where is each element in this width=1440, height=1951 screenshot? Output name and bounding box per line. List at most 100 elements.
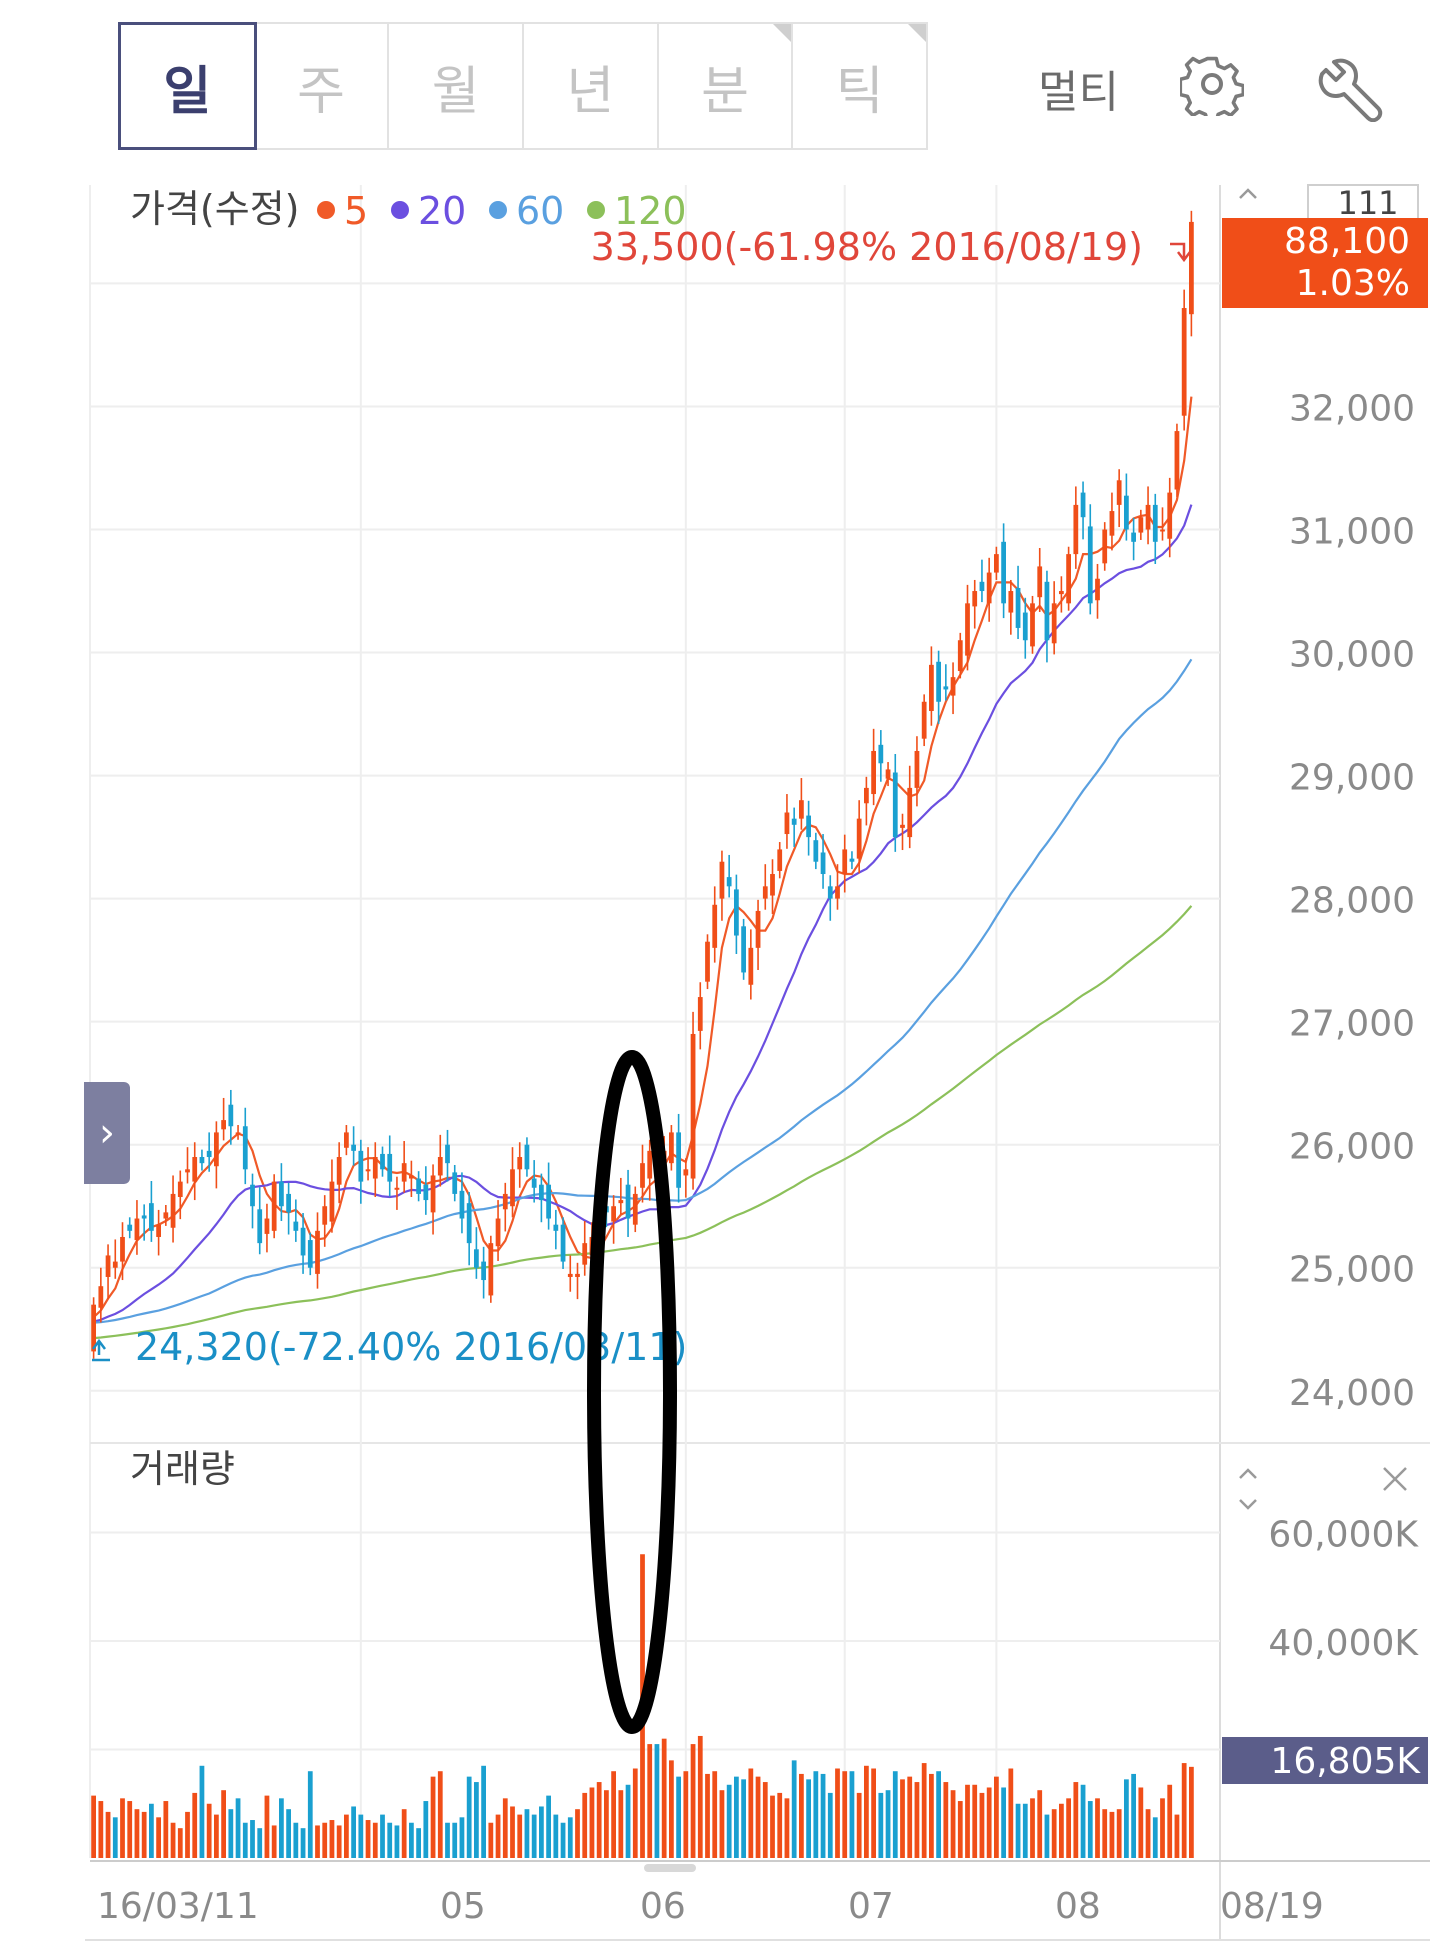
candle (120, 1222, 125, 1281)
candle (271, 1174, 277, 1239)
candle-body (1030, 603, 1035, 647)
candle-body (900, 824, 905, 828)
candle (741, 918, 746, 980)
candle (91, 1297, 96, 1359)
tab-label: 년 (566, 61, 615, 122)
volume-bar (481, 1765, 486, 1858)
multi-button[interactable]: 멀티 (1038, 67, 1119, 118)
tab-2[interactable]: 월 (389, 24, 525, 148)
volume-bar (777, 1792, 783, 1858)
candle (1015, 565, 1021, 640)
candle (1145, 486, 1151, 545)
volume-bar (1080, 1784, 1086, 1858)
tab-1[interactable]: 주 (255, 24, 390, 148)
volume-tick-label: 40,000K (1268, 1623, 1419, 1664)
tab-4[interactable]: 분 (659, 24, 794, 148)
candle (994, 546, 999, 580)
candle-body (1145, 504, 1151, 530)
candle-body (777, 849, 783, 871)
candle (921, 694, 927, 747)
candle (264, 1203, 270, 1253)
candle-body (120, 1236, 125, 1262)
legend-dot (587, 201, 605, 219)
candle (409, 1160, 414, 1197)
candle-body (553, 1224, 559, 1231)
legend-dot (489, 201, 507, 219)
candle (156, 1209, 161, 1256)
candle-body (690, 1033, 696, 1179)
candle (257, 1187, 263, 1255)
candle-body (380, 1153, 385, 1170)
volume-bar (1044, 1814, 1050, 1858)
volume-bar (315, 1825, 320, 1858)
candle-body (1080, 492, 1086, 518)
candle (329, 1159, 335, 1233)
candle-body (827, 886, 833, 899)
volume-bar (1131, 1773, 1136, 1858)
volume-bar (827, 1792, 833, 1858)
candle-body (1109, 511, 1115, 536)
volume-bar (344, 1814, 349, 1858)
volume-bar (177, 1828, 183, 1858)
volume-bar (250, 1820, 255, 1858)
tab-0[interactable]: 일 (118, 22, 257, 150)
candle (632, 1186, 638, 1233)
volume-bar (437, 1771, 443, 1858)
volume-bar (242, 1822, 248, 1858)
candle-body (495, 1218, 501, 1247)
scroll-handle[interactable] (644, 1864, 696, 1872)
chevron-right-icon: › (99, 1110, 115, 1156)
candle-body (293, 1221, 299, 1231)
candle (697, 982, 703, 1050)
candle (300, 1212, 306, 1274)
candle-body (322, 1206, 328, 1225)
volume-bar (669, 1760, 674, 1858)
candle (134, 1200, 140, 1255)
candle-body (474, 1249, 479, 1268)
candle (279, 1163, 284, 1221)
candle (1116, 469, 1122, 528)
x-tick-label: 08 (1055, 1886, 1101, 1927)
candle-body (481, 1261, 486, 1281)
volume-bar (257, 1828, 263, 1858)
candle-body (878, 744, 884, 764)
price-tick-label: 25,000 (1289, 1250, 1415, 1291)
volume-tick-label: 60,000K (1268, 1515, 1419, 1556)
candle-body (221, 1120, 226, 1130)
side-panel-handle[interactable]: › (84, 1082, 130, 1184)
candle (344, 1125, 349, 1156)
candle (864, 776, 869, 826)
candle (690, 1011, 696, 1190)
volume-bar (1116, 1809, 1122, 1858)
candle (127, 1217, 133, 1239)
volume-bar (199, 1765, 205, 1858)
candle-body (640, 1163, 645, 1188)
volume-bar (1152, 1817, 1158, 1858)
candle (957, 632, 963, 679)
candle (755, 899, 761, 970)
candle-body (1174, 431, 1180, 490)
volume-bar (1160, 1798, 1165, 1858)
candle-body (741, 926, 746, 973)
volume-bar (719, 1790, 725, 1858)
volume-bar (1181, 1763, 1187, 1858)
volume-bar (567, 1817, 573, 1858)
candle-body (264, 1218, 270, 1234)
gear-icon[interactable] (1180, 52, 1244, 116)
candle-body (517, 1157, 523, 1170)
tab-5[interactable]: 틱 (793, 24, 927, 148)
candle-body (98, 1286, 104, 1308)
wrench-icon[interactable] (1318, 56, 1384, 122)
candle-body (1131, 532, 1136, 542)
candle (892, 754, 898, 852)
candle-body (791, 818, 797, 825)
volume-bar (163, 1801, 169, 1858)
candle (336, 1142, 342, 1204)
candle-body (315, 1230, 320, 1274)
candle-body (344, 1132, 349, 1148)
volume-bar (149, 1803, 154, 1858)
volume-bar (539, 1806, 544, 1858)
tab-3[interactable]: 년 (524, 24, 659, 148)
